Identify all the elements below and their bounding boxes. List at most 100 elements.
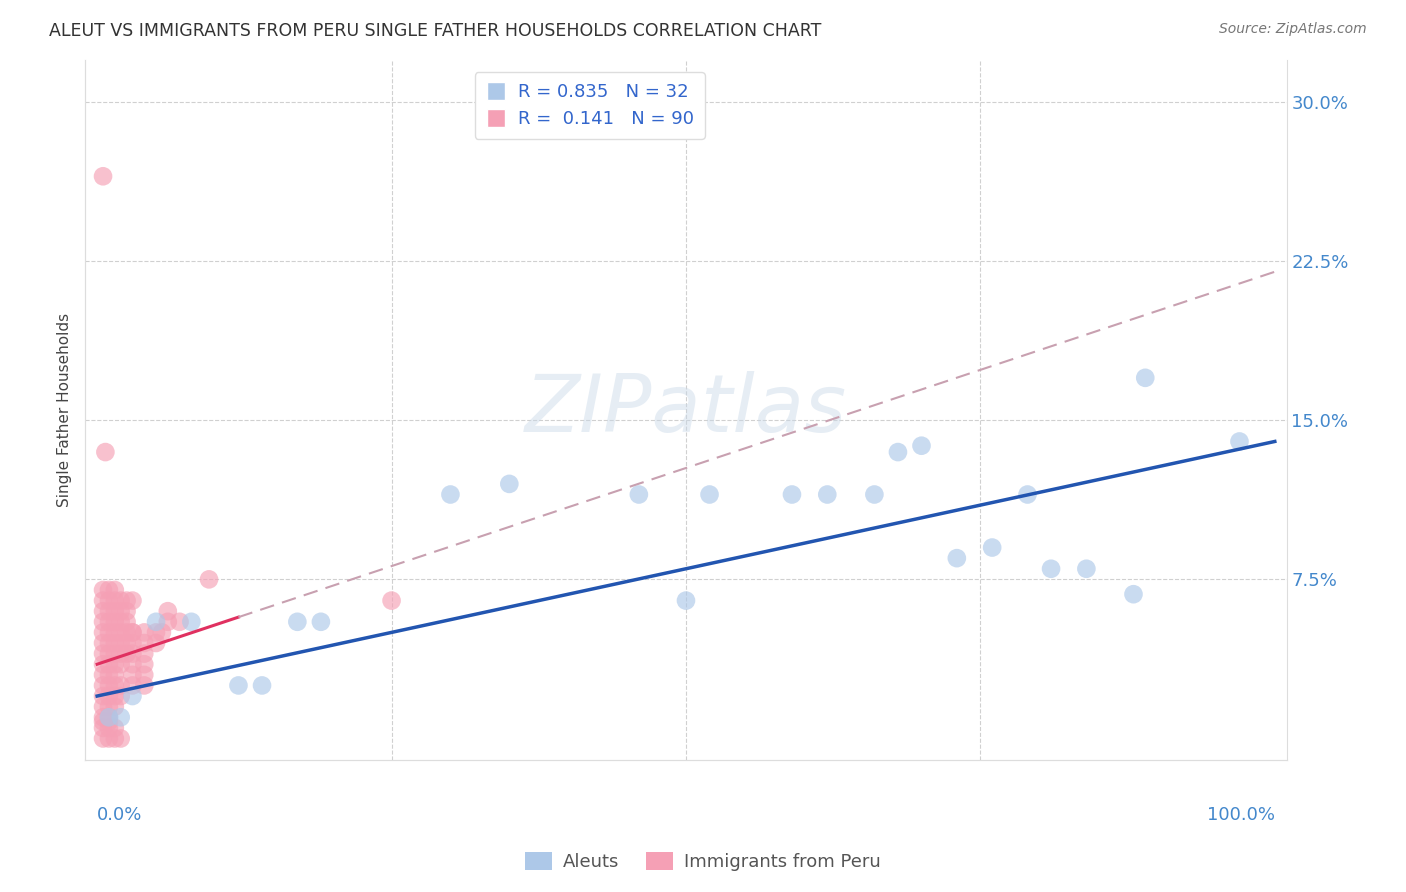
Point	[97, 582, 120, 597]
Point	[115, 604, 138, 618]
Point	[110, 710, 132, 724]
Legend: Aleuts, Immigrants from Peru: Aleuts, Immigrants from Peru	[517, 845, 889, 879]
Point	[134, 647, 156, 661]
Point	[156, 604, 179, 618]
Point	[97, 710, 120, 724]
Point	[815, 487, 838, 501]
Point	[863, 487, 886, 501]
Point	[97, 721, 120, 735]
Point	[91, 582, 114, 597]
Text: Source: ZipAtlas.com: Source: ZipAtlas.com	[1219, 22, 1367, 37]
Point	[110, 615, 132, 629]
Point	[180, 615, 202, 629]
Point	[104, 689, 127, 703]
Point	[110, 731, 132, 746]
Point	[91, 636, 114, 650]
Point	[91, 689, 114, 703]
Point	[104, 582, 127, 597]
Point	[97, 678, 120, 692]
Point	[91, 721, 114, 735]
Point	[104, 604, 127, 618]
Text: ZIPatlas: ZIPatlas	[524, 371, 846, 449]
Point	[97, 615, 120, 629]
Point	[110, 625, 132, 640]
Point	[887, 445, 910, 459]
Point	[91, 668, 114, 682]
Point	[115, 625, 138, 640]
Point	[97, 710, 120, 724]
Point	[121, 593, 143, 607]
Point	[91, 647, 114, 661]
Point	[1122, 587, 1144, 601]
Point	[1017, 487, 1039, 501]
Point	[110, 647, 132, 661]
Point	[498, 476, 520, 491]
Legend: R = 0.835   N = 32, R =  0.141   N = 90: R = 0.835 N = 32, R = 0.141 N = 90	[475, 72, 704, 139]
Point	[134, 668, 156, 682]
Point	[134, 678, 156, 692]
Point	[91, 169, 114, 184]
Point	[91, 657, 114, 672]
Point	[91, 593, 114, 607]
Point	[97, 636, 120, 650]
Point	[104, 678, 127, 692]
Point	[946, 551, 969, 566]
Text: 100.0%: 100.0%	[1206, 806, 1275, 824]
Point	[145, 625, 167, 640]
Point	[380, 593, 402, 607]
Point	[910, 439, 932, 453]
Point	[91, 615, 114, 629]
Point	[91, 678, 114, 692]
Point	[110, 678, 132, 692]
Point	[97, 604, 120, 618]
Point	[250, 678, 273, 692]
Point	[121, 668, 143, 682]
Point	[145, 615, 167, 629]
Point	[309, 615, 332, 629]
Point	[121, 647, 143, 661]
Point	[150, 625, 173, 640]
Point	[97, 657, 120, 672]
Point	[198, 573, 221, 587]
Point	[104, 593, 127, 607]
Point	[110, 689, 132, 703]
Text: 0.0%: 0.0%	[97, 806, 142, 824]
Point	[981, 541, 1004, 555]
Y-axis label: Single Father Households: Single Father Households	[58, 312, 72, 507]
Point	[97, 647, 120, 661]
Point	[97, 714, 120, 729]
Point	[134, 657, 156, 672]
Point	[156, 615, 179, 629]
Point	[115, 647, 138, 661]
Point	[97, 593, 120, 607]
Point	[780, 487, 803, 501]
Point	[91, 604, 114, 618]
Point	[439, 487, 461, 501]
Point	[104, 721, 127, 735]
Point	[285, 615, 308, 629]
Point	[91, 699, 114, 714]
Point	[110, 657, 132, 672]
Point	[104, 657, 127, 672]
Point	[110, 593, 132, 607]
Point	[104, 731, 127, 746]
Point	[104, 636, 127, 650]
Point	[121, 636, 143, 650]
Point	[169, 615, 191, 629]
Point	[121, 625, 143, 640]
Point	[104, 668, 127, 682]
Point	[97, 689, 120, 703]
Point	[115, 615, 138, 629]
Point	[91, 625, 114, 640]
Point	[91, 731, 114, 746]
Point	[115, 593, 138, 607]
Point	[104, 625, 127, 640]
Point	[97, 699, 120, 714]
Point	[104, 647, 127, 661]
Point	[97, 731, 120, 746]
Point	[104, 615, 127, 629]
Point	[104, 699, 127, 714]
Point	[115, 636, 138, 650]
Point	[627, 487, 650, 501]
Point	[110, 636, 132, 650]
